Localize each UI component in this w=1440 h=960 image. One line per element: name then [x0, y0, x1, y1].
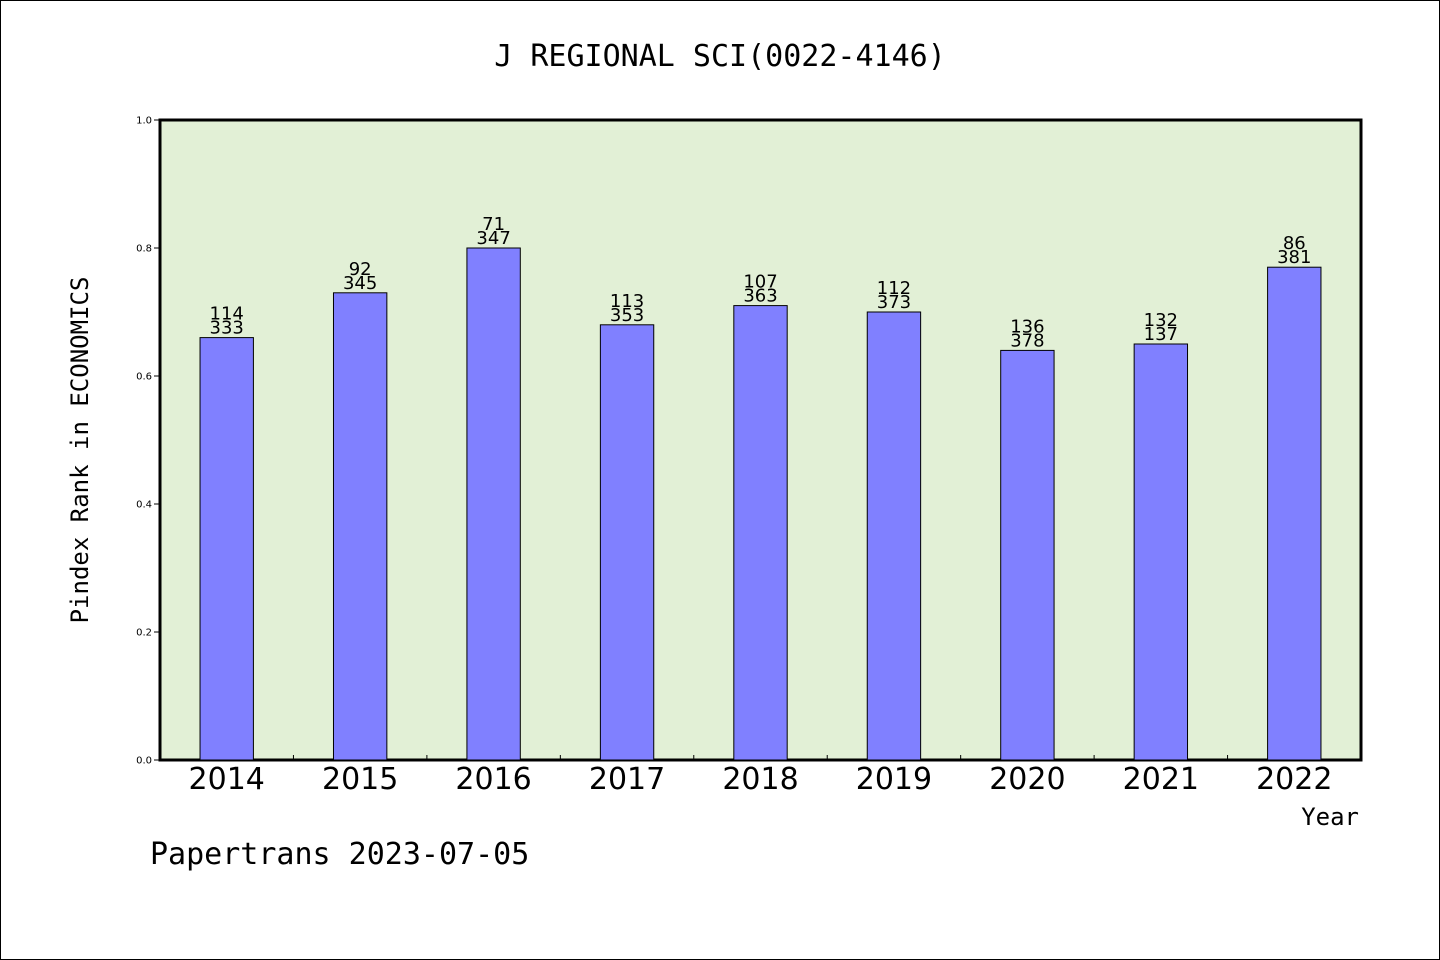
data-label-bottom-2018: 363 — [743, 286, 777, 307]
x-tick-label-2016: 2016 — [455, 762, 531, 797]
y-tick-label-0.0: 0.0 — [136, 756, 152, 767]
data-label-top-2016: 71 — [482, 214, 505, 235]
bar-2016 — [466, 247, 521, 761]
x-tick-label-2017: 2017 — [589, 762, 665, 797]
data-label-top-2019: 112 — [877, 278, 911, 299]
footer-text: Papertrans 2023-07-05 — [150, 837, 529, 872]
y-axis-label: Pindex Rank in ECONOMICS — [66, 277, 94, 624]
data-label-bottom-2015: 345 — [343, 273, 377, 294]
x-axis-label: Year — [1301, 803, 1359, 831]
x-tick-label-2020: 2020 — [989, 762, 1065, 797]
chart-title: J REGIONAL SCI(0022-4146) — [494, 39, 946, 74]
bar-2021 — [1133, 343, 1189, 761]
y-ticks-group: 0.0 0.2 0.4 0.6 0.8 1.0 — [136, 116, 160, 767]
data-label-top-2018: 107 — [743, 272, 777, 293]
x-tick-label-2018: 2018 — [722, 762, 798, 797]
data-label-bottom-2014: 333 — [210, 318, 244, 339]
data-label-bottom-2020: 378 — [1010, 330, 1044, 351]
data-label-top-2020: 136 — [1010, 316, 1044, 337]
bar-2018 — [733, 305, 788, 761]
x-tick-label-2019: 2019 — [856, 762, 932, 797]
data-label-top-2014: 114 — [210, 304, 244, 325]
bar-2019 — [866, 311, 922, 761]
x-tick-label-2022: 2022 — [1256, 762, 1332, 797]
y-tick-label-1.0: 1.0 — [136, 116, 152, 127]
bar-2020 — [1000, 349, 1055, 761]
data-label-top-2022: 86 — [1283, 233, 1306, 254]
bars-group — [199, 247, 1322, 761]
bar-2017 — [599, 324, 655, 761]
y-tick-label-0.6: 0.6 — [136, 372, 152, 383]
data-label-bottom-2016: 347 — [476, 228, 510, 249]
data-label-bottom-2021: 137 — [1144, 324, 1178, 345]
bar-2015 — [332, 292, 388, 761]
bar-2022 — [1267, 266, 1322, 761]
x-tick-label-2015: 2015 — [322, 762, 398, 797]
y-tick-label-0.2: 0.2 — [136, 628, 152, 639]
y-tick-label-0.8: 0.8 — [136, 244, 152, 255]
x-tick-label-2014: 2014 — [189, 762, 265, 797]
data-label-bottom-2022: 381 — [1277, 247, 1311, 268]
data-label-bottom-2017: 353 — [610, 305, 644, 326]
data-label-top-2017: 113 — [610, 291, 644, 312]
x-tick-label-2021: 2021 — [1123, 762, 1199, 797]
y-tick-label-0.4: 0.4 — [136, 500, 152, 511]
bar-2014 — [199, 337, 254, 761]
data-label-bottom-2019: 373 — [877, 292, 911, 313]
data-label-top-2021: 132 — [1144, 310, 1178, 331]
data-label-top-2015: 92 — [349, 259, 372, 280]
x-ticks-group: 2014 2015 2016 2017 2018 2019 2020 2021 2022 — [189, 755, 1332, 797]
